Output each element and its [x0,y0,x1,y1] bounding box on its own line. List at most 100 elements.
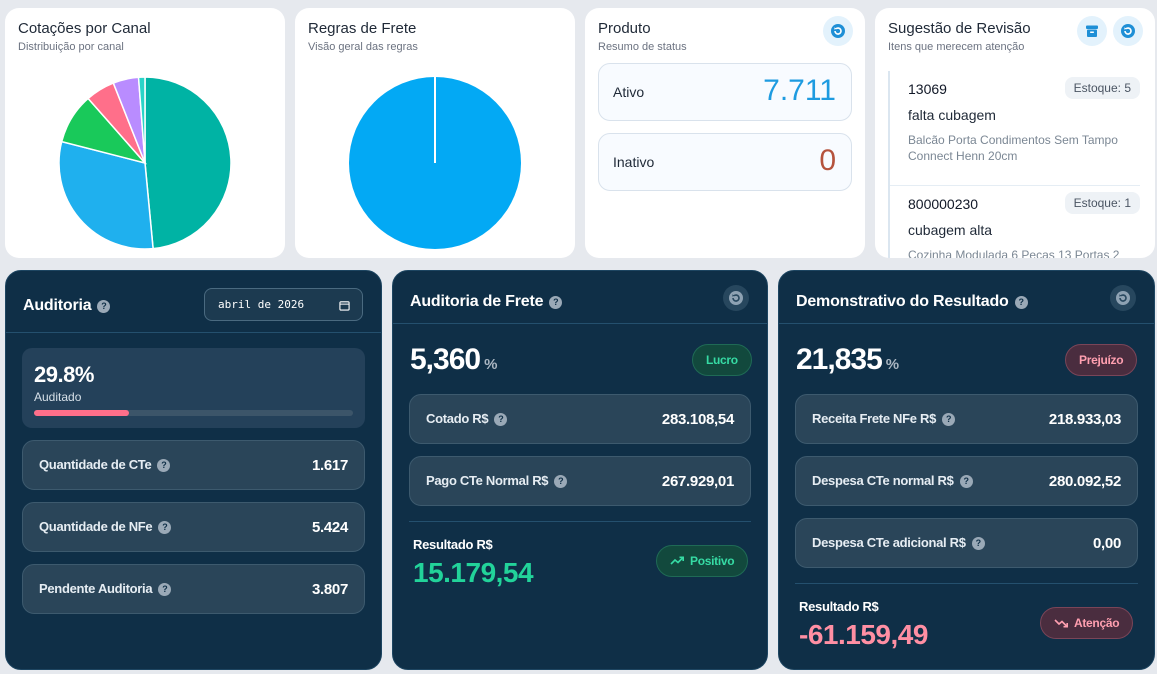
help-icon[interactable]: ? [97,299,111,313]
help-icon[interactable]: ? [942,412,956,426]
stat-label: Receita Frete NFe R$? [812,411,956,426]
audit-percent-label: Auditado [34,390,82,404]
stat-value: 3.807 [311,581,348,598]
sugestao-refresh-button[interactable] [1113,16,1143,46]
sugestao-title: Sugestão de Revisão [888,20,1031,37]
inativo-value: 0 [819,144,836,177]
help-icon[interactable]: ? [549,295,563,309]
regras-card: Regras de Frete Visão geral das regras [295,8,575,258]
frete-heading: Auditoria de Frete? [410,293,563,311]
stat-row: Pago CTe Normal R$? 267.929,01 [409,456,751,506]
stat-label: Cotado R$? [426,411,508,426]
help-icon[interactable]: ? [158,582,172,596]
stock-badge: Estoque: 1 [1064,192,1140,214]
demonstrativo-percent: 21,835% [796,343,900,376]
produto-title: Produto [598,20,651,37]
result-value: -61.159,49 [799,619,928,650]
item-code: 800000230 [908,196,979,212]
regras-pie-chart[interactable] [295,8,575,258]
trending-down-icon [1054,619,1068,628]
header-divider [393,323,767,324]
produto-refresh-button[interactable] [823,16,853,46]
stat-value: 283.108,54 [661,411,734,428]
help-icon[interactable]: ? [959,474,973,488]
month-picker[interactable]: abril de 2026 [204,288,363,321]
inativo-label: Inativo [613,154,655,170]
result-divider [795,583,1138,584]
header-divider [779,323,1154,324]
item-description: Cozinha Modulada 6 Peças 13 Portas 2 [908,248,1120,258]
stat-row: Despesa CTe normal R$? 280.092,52 [795,456,1138,506]
stat-row: Quantidade de NFe? 5.424 [22,502,365,552]
result-label: Resultado R$ [799,599,879,614]
trending-up-icon [670,556,684,565]
positivo-badge: Positivo [656,545,749,577]
stat-row: Pendente Auditoria? 3.807 [22,564,365,614]
cotacoes-subtitle: Distribuição por canal [18,41,124,53]
help-icon[interactable]: ? [971,536,985,550]
sugestao-subtitle: Itens que merecem atenção [888,41,1025,53]
auditoria-title: Auditoria [23,297,92,314]
stat-row: Receita Frete NFe R$? 218.933,03 [795,394,1138,444]
item-issue: falta cubagem [908,107,996,123]
cotacoes-pie-slice[interactable] [144,76,232,250]
refresh-icon [1116,291,1130,305]
regras-title: Regras de Frete [308,20,417,37]
ativo-value: 7.711 [763,74,836,107]
auditoria-heading: Auditoria? [23,297,111,315]
help-icon[interactable]: ? [494,412,508,426]
list-divider [890,185,1140,186]
refresh-icon [831,24,845,38]
stat-value: 5.424 [311,519,348,536]
atencao-badge: Atenção [1040,607,1134,639]
stat-label: Quantidade de NFe? [39,519,172,534]
refresh-icon [1121,24,1135,38]
cotacoes-title: Cotações por Canal [18,20,151,37]
auditoria-card: Auditoria? abril de 2026 29.8% Auditado … [5,270,382,670]
produto-subtitle: Resumo de status [598,41,687,53]
stat-value: 267.929,01 [661,473,734,490]
frete-title: Auditoria de Frete [410,293,544,310]
produto-card: Produto Resumo de status Ativo 7.711 Ina… [585,8,865,258]
stat-value: 280.092,52 [1048,473,1121,490]
stat-label: Pago CTe Normal R$? [426,473,568,488]
calendar-icon [339,301,350,311]
stat-value: 1.617 [311,457,348,474]
audit-progress-track [34,410,353,416]
sugestao-card: Sugestão de Revisão Itens que merecem at… [875,8,1155,258]
stock-badge: Estoque: 5 [1064,77,1140,99]
result-divider [409,521,751,522]
stat-label: Despesa CTe adicional R$? [812,535,985,550]
demonstrativo-card: Demonstrativo do Resultado? 21,835% Prej… [778,270,1155,670]
cotacoes-pie-chart[interactable] [5,8,285,258]
produto-inativo-box[interactable]: Inativo 0 [598,133,852,191]
help-icon[interactable]: ? [158,520,172,534]
audit-progress-box: 29.8% Auditado [22,348,365,428]
stat-label: Despesa CTe normal R$? [812,473,973,488]
cotacoes-card: Cotações por Canal Distribuição por cana… [5,8,285,258]
result-label: Resultado R$ [413,537,493,552]
ativo-label: Ativo [613,84,645,100]
frete-card: Auditoria de Frete? 5,360% Lucro Cotado … [392,270,768,670]
lucro-badge: Lucro [692,344,752,376]
cotacoes-pie-slice[interactable] [137,76,146,164]
frete-refresh-button[interactable] [723,285,749,311]
demonstrativo-heading: Demonstrativo do Resultado? [796,293,1028,311]
header-divider [6,332,381,333]
demonstrativo-refresh-button[interactable] [1110,285,1136,311]
help-icon[interactable]: ? [1014,295,1028,309]
sugestao-list: 13069 Estoque: 5 falta cubagem Balcão Po… [888,71,1140,258]
produto-ativo-box[interactable]: Ativo 7.711 [598,63,852,121]
stat-row: Despesa CTe adicional R$? 0,00 [795,518,1138,568]
help-icon[interactable]: ? [554,474,568,488]
item-issue: cubagem alta [908,222,993,238]
stat-row: Quantidade de CTe? 1.617 [22,440,365,490]
stat-label: Quantidade de CTe? [39,457,171,472]
archive-button[interactable] [1077,16,1107,46]
list-item[interactable]: 800000230 Estoque: 1 cubagem alta Cozinh… [890,186,1140,258]
help-icon[interactable]: ? [157,458,171,472]
list-item[interactable]: 13069 Estoque: 5 falta cubagem Balcão Po… [890,71,1140,185]
stat-value: 0,00 [1093,535,1121,552]
refresh-icon [729,291,743,305]
cotacoes-pie-slice[interactable] [58,140,154,250]
